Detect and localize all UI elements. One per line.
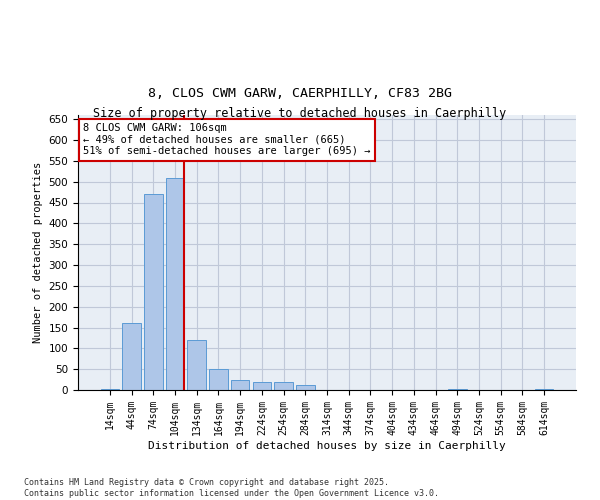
- Bar: [166, 178, 184, 390]
- Bar: [187, 340, 206, 390]
- Bar: [535, 389, 553, 390]
- Text: Contains HM Land Registry data © Crown copyright and database right 2025.
Contai: Contains HM Land Registry data © Crown c…: [24, 478, 439, 498]
- Bar: [122, 324, 141, 390]
- Bar: [209, 369, 227, 390]
- Text: 8 CLOS CWM GARW: 106sqm
← 49% of detached houses are smaller (665)
51% of semi-d: 8 CLOS CWM GARW: 106sqm ← 49% of detache…: [83, 123, 370, 156]
- Bar: [253, 382, 271, 390]
- X-axis label: Distribution of detached houses by size in Caerphilly: Distribution of detached houses by size …: [148, 440, 506, 450]
- Bar: [274, 382, 293, 390]
- Y-axis label: Number of detached properties: Number of detached properties: [33, 162, 43, 343]
- Bar: [296, 385, 314, 390]
- Bar: [448, 389, 467, 390]
- Text: Size of property relative to detached houses in Caerphilly: Size of property relative to detached ho…: [94, 107, 506, 120]
- Text: 8, CLOS CWM GARW, CAERPHILLY, CF83 2BG: 8, CLOS CWM GARW, CAERPHILLY, CF83 2BG: [148, 87, 452, 100]
- Bar: [101, 389, 119, 390]
- Bar: [144, 194, 163, 390]
- Bar: [231, 380, 250, 390]
